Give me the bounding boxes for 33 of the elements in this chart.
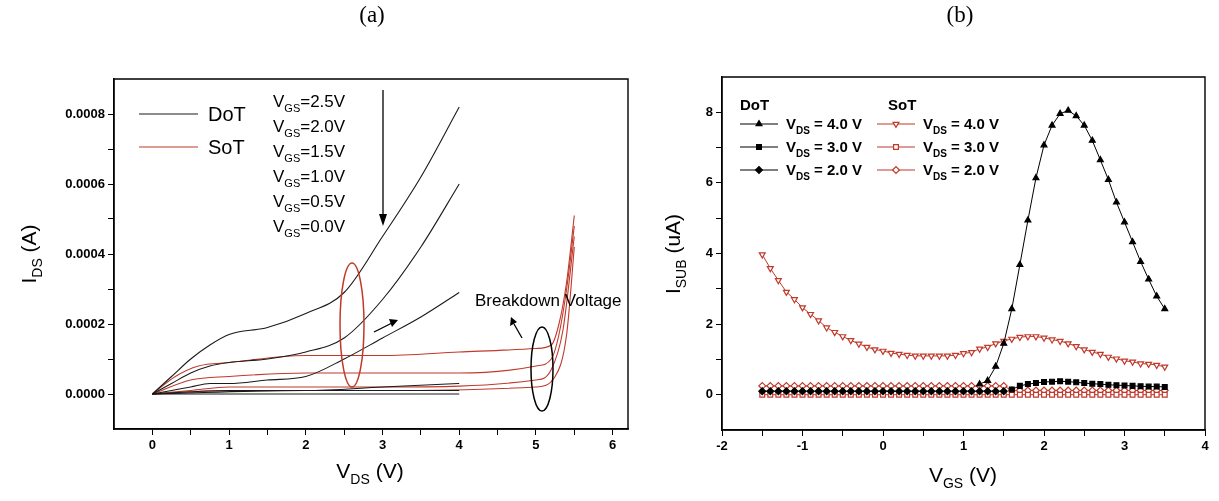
y-tick-label: 2 (705, 315, 713, 331)
y-tick-label: 4 (705, 245, 714, 261)
y-axis-title: IDS (A) (17, 224, 46, 284)
y-tick-label: 6 (705, 174, 713, 190)
x-tick-label: 0 (879, 438, 887, 454)
x-tick-label: 2 (1040, 438, 1048, 454)
y-axis-title: ISUB (uA) (661, 213, 690, 295)
x-tick-label: 3 (1120, 438, 1129, 454)
x-tick-label: 4 (455, 437, 464, 453)
x-tick-label: -1 (796, 438, 809, 454)
y-tick-label: 0.0000 (65, 385, 105, 401)
x-tick-label: 4 (1201, 438, 1210, 454)
y-tick-label: 0 (705, 386, 713, 402)
chart-title: (a) (359, 2, 385, 27)
x-tick-label: 1 (959, 438, 968, 454)
x-tick-label: 2 (302, 437, 310, 453)
x-tick-label: 5 (532, 437, 540, 453)
chart-title: (b) (946, 2, 974, 27)
x-tick-label: 6 (609, 437, 617, 453)
x-tick-label: 1 (225, 437, 233, 453)
annotation: SoT (888, 96, 917, 113)
annotation: DoT (740, 96, 770, 113)
y-tick-label: 0.0004 (65, 245, 106, 261)
x-tick-label: -2 (716, 438, 728, 454)
legend-label: SoT (208, 136, 245, 159)
x-tick-label: 3 (378, 437, 387, 453)
annotation: Breakdown Voltage (475, 291, 622, 310)
y-tick-label: 0.0006 (65, 175, 105, 191)
x-tick-label: 0 (148, 437, 156, 453)
y-tick-label: 8 (705, 103, 713, 119)
y-tick-label: 0.0002 (65, 315, 105, 331)
legend-label: DoT (208, 103, 246, 126)
y-tick-label: 0.0008 (65, 105, 105, 121)
